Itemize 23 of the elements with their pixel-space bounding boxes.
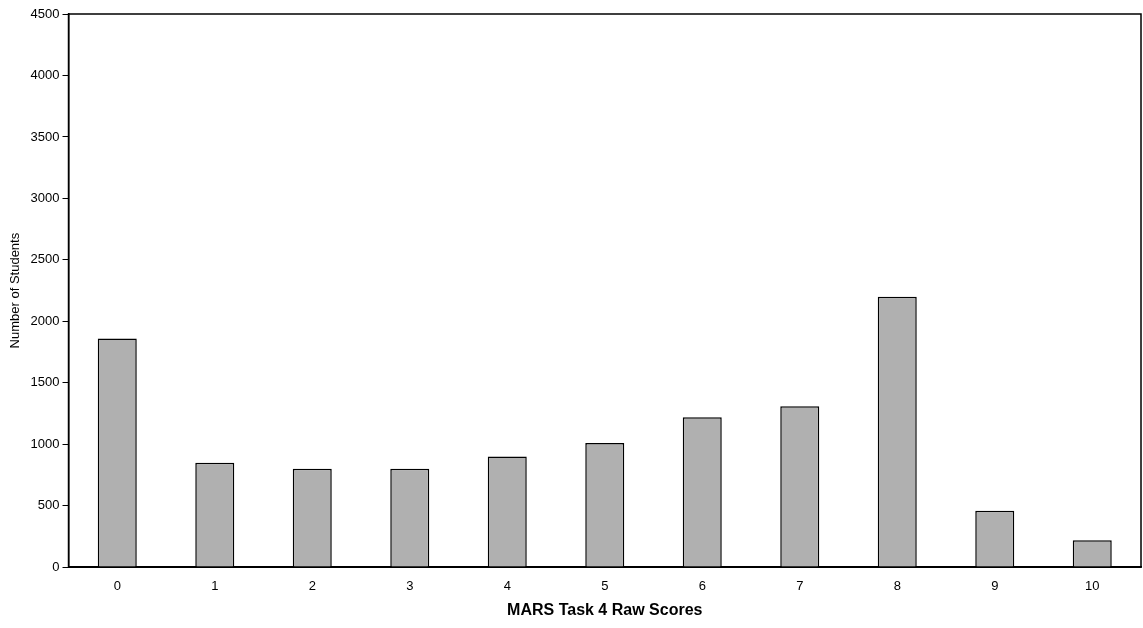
x-tick-label: 6 [698,577,706,593]
y-tick-label: 4000 [30,67,60,83]
x-tick-label: 0 [113,577,121,593]
y-tick-label: 1500 [30,374,60,390]
x-tick-label: 3 [406,577,414,593]
x-tick-label: 5 [601,577,609,593]
y-tick-label: 1000 [30,435,60,451]
x-axis-title: MARS Task 4 Raw Scores [507,600,703,618]
y-tick-label: 4500 [30,5,60,21]
y-tick-label: 0 [52,558,60,574]
x-tick-label: 8 [893,577,901,593]
y-tick-label: 3500 [30,128,60,144]
x-tick-label: 9 [991,577,999,593]
y-tick-label: 2000 [30,312,60,328]
y-tick-label: 3000 [30,189,60,205]
x-tick-label: 2 [308,577,316,593]
x-tick-label: 1 [211,577,219,593]
y-tick-label: 500 [37,497,60,513]
y-tick-label: 2500 [30,251,60,267]
y-axis-title: Number of Students [7,232,23,349]
x-tick-label: 4 [503,577,511,593]
x-tick-label: 10 [1085,577,1100,593]
x-tick-label: 7 [796,577,804,593]
